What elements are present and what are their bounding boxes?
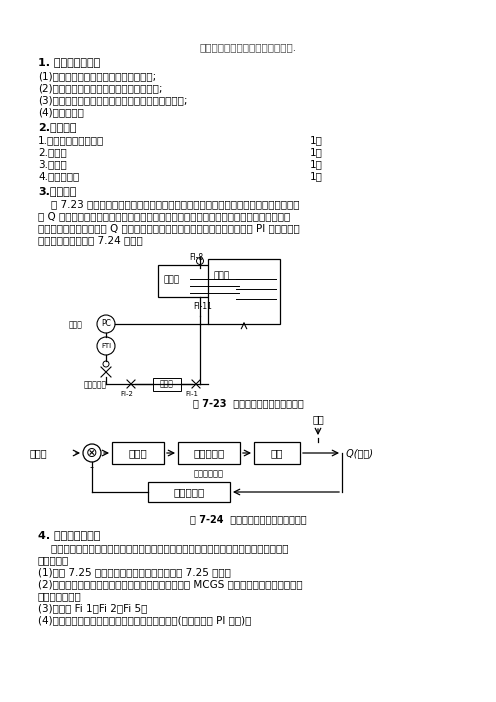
Text: 基于被控对象是一个时间常数较小的惯性环节，故本系统调节器的参数宜用阶跃响应曲: 基于被控对象是一个时间常数较小的惯性环节，故本系统调节器的参数宜用阶跃响应曲 bbox=[38, 543, 289, 553]
Bar bbox=[178, 442, 240, 464]
Bar bbox=[112, 442, 164, 464]
Bar bbox=[158, 265, 243, 297]
Text: 电动调节阀: 电动调节阀 bbox=[84, 380, 107, 389]
Text: 流量变送器: 流量变送器 bbox=[174, 487, 205, 497]
Text: 干扰: 干扰 bbox=[312, 414, 324, 424]
Text: 4.无纸记录仪: 4.无纸记录仪 bbox=[38, 171, 79, 181]
Text: (3)研究调节器中相关参数的变化对系统性能的影响;: (3)研究调节器中相关参数的变化对系统性能的影响; bbox=[38, 95, 187, 105]
Text: 1套: 1套 bbox=[310, 135, 323, 145]
Text: 线法确定。: 线法确定。 bbox=[38, 555, 69, 565]
Text: (2)应用阶跃响应曲线法整定调节器的参数;: (2)应用阶跃响应曲线法整定调节器的参数; bbox=[38, 83, 163, 93]
Bar bbox=[148, 482, 230, 502]
Text: PC: PC bbox=[101, 319, 111, 329]
Text: (4)根据经验法，预先设置好调节器预整定参数值(本系统采用 PI 调节)。: (4)根据经验法，预先设置好调节器预整定参数值(本系统采用 PI 调节)。 bbox=[38, 615, 251, 625]
Text: 储水箱: 储水箱 bbox=[213, 271, 229, 280]
Text: (2)接通总电源和相关仪表的电源，打开计算机，运行 MCGS 组态软件，为记录过渡过程: (2)接通总电源和相关仪表的电源，打开计算机，运行 MCGS 组态软件，为记录过… bbox=[38, 579, 303, 589]
Text: 统的控制方框图如图 7.24 所示。: 统的控制方框图如图 7.24 所示。 bbox=[38, 235, 143, 245]
Text: FI-2: FI-2 bbox=[121, 391, 133, 397]
Text: 1. 实践操作的要求: 1. 实践操作的要求 bbox=[38, 57, 100, 67]
Text: 设定值: 设定值 bbox=[30, 448, 48, 458]
Text: 于设定值。因此需把流量 Q 经检测变送后的信号作为系统的反馈量，并采用 PI 调节器。系: 于设定值。因此需把流量 Q 经检测变送后的信号作为系统的反馈量，并采用 PI 调… bbox=[38, 223, 300, 233]
Text: -: - bbox=[89, 462, 93, 472]
Text: 3.实践原理: 3.实践原理 bbox=[38, 186, 76, 196]
Text: 1台: 1台 bbox=[310, 147, 323, 157]
Text: 电动调节阀: 电动调节阀 bbox=[193, 448, 225, 458]
Text: 1.仪表自动化实验装置: 1.仪表自动化实验装置 bbox=[38, 135, 104, 145]
Text: 图 7-24  单闭环流量控制系统的方框图: 图 7-24 单闭环流量控制系统的方框图 bbox=[189, 514, 307, 524]
Text: ⊗: ⊗ bbox=[86, 446, 98, 460]
Text: (1)了解单闭环流量定值控制系统的组成;: (1)了解单闭环流量定值控制系统的组成; bbox=[38, 71, 156, 81]
Text: 电动阀支路流量定值控制系统调试.: 电动阀支路流量定值控制系统调试. bbox=[199, 42, 297, 52]
Text: 图 7.23 为单闭环流量控制系统的结构。系统的被控对象为管道，流经管道中的液体流: 图 7.23 为单闭环流量控制系统的结构。系统的被控对象为管道，流经管道中的液体… bbox=[38, 199, 300, 209]
Text: 曲线做好准备。: 曲线做好准备。 bbox=[38, 591, 82, 601]
Text: FI-11: FI-11 bbox=[193, 302, 212, 311]
Text: 量 Q 作为被控变量。基于系统的控制任务是维持被控变量恒定不变，即在稳态时，它总等: 量 Q 作为被控变量。基于系统的控制任务是维持被控变量恒定不变，即在稳态时，它总… bbox=[38, 211, 290, 221]
Text: 磁力泵: 磁力泵 bbox=[160, 380, 174, 388]
Text: 下水箱: 下水箱 bbox=[164, 275, 180, 284]
Text: 2.设备器材: 2.设备器材 bbox=[38, 122, 76, 132]
Text: 4. 实践操作的步骤: 4. 实践操作的步骤 bbox=[38, 530, 100, 540]
Text: FTI: FTI bbox=[101, 343, 111, 349]
Bar bbox=[153, 378, 181, 391]
Text: (1)按图 7.25 的要求，完成系统的接线，如图 7.25 所示。: (1)按图 7.25 的要求，完成系统的接线，如图 7.25 所示。 bbox=[38, 567, 231, 577]
Text: 1台: 1台 bbox=[310, 159, 323, 169]
Text: (3)打开阀 Fi 1、Fi 2、Fi 5。: (3)打开阀 Fi 1、Fi 2、Fi 5。 bbox=[38, 603, 147, 613]
Text: 电动调节支路: 电动调节支路 bbox=[194, 469, 224, 478]
Text: FI-8: FI-8 bbox=[189, 253, 203, 262]
Text: 设定值: 设定值 bbox=[69, 320, 83, 329]
Text: 图 7-23  单闭环流量控制系统的结构: 图 7-23 单闭环流量控制系统的结构 bbox=[192, 398, 304, 408]
Text: 1台: 1台 bbox=[310, 171, 323, 181]
Text: FI-1: FI-1 bbox=[186, 391, 198, 397]
Text: 3.上位机: 3.上位机 bbox=[38, 159, 67, 169]
Text: 2.万用表: 2.万用表 bbox=[38, 147, 67, 157]
Text: Q(流量): Q(流量) bbox=[343, 448, 373, 458]
Text: (4)撰写报告。: (4)撰写报告。 bbox=[38, 107, 84, 117]
Text: 调节器: 调节器 bbox=[128, 448, 147, 458]
Bar bbox=[208, 259, 280, 324]
Bar bbox=[254, 442, 300, 464]
Text: 管道: 管道 bbox=[271, 448, 283, 458]
